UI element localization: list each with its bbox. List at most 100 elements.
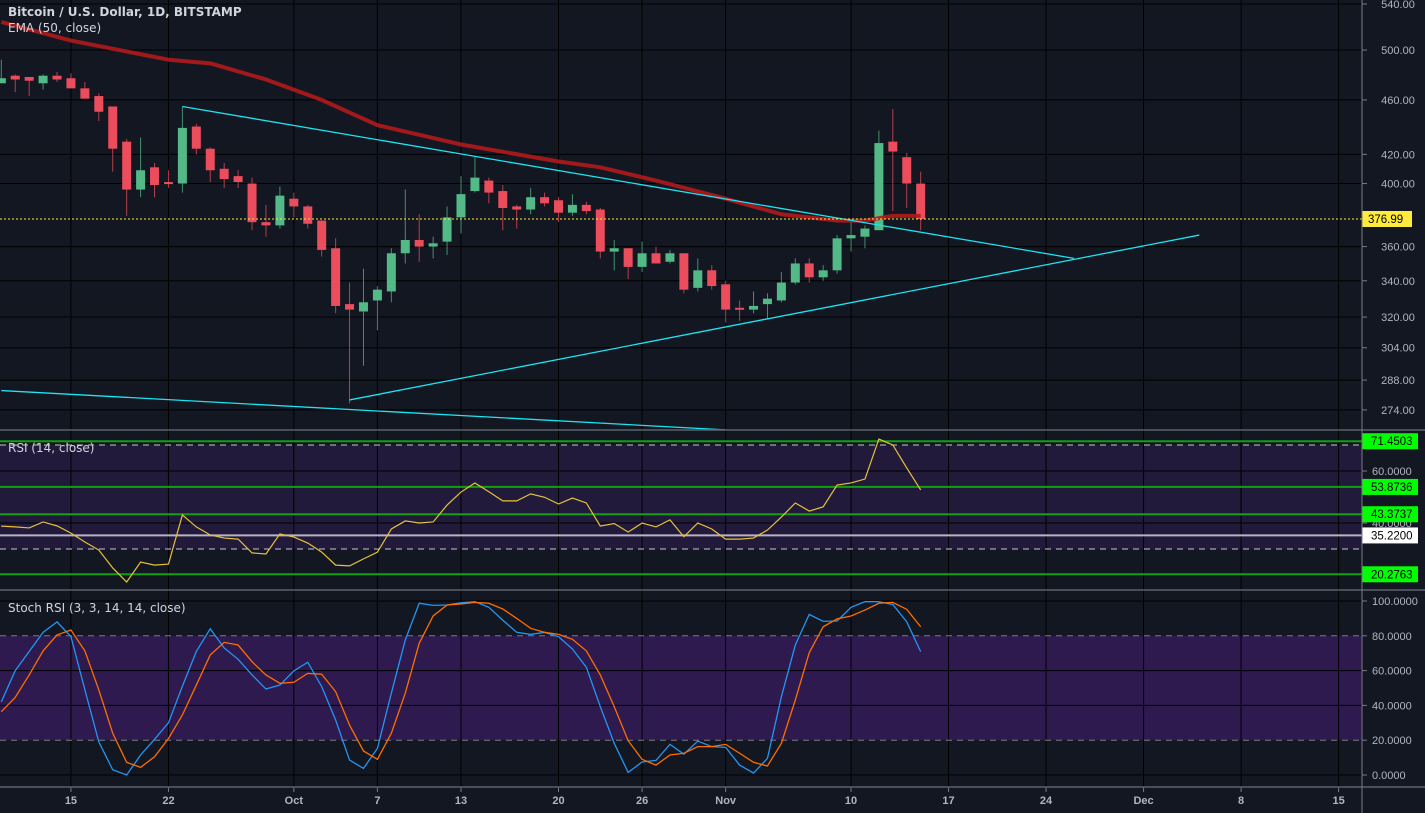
candle-body xyxy=(261,222,271,226)
rsi-level-label: 20.2763 xyxy=(1371,569,1413,581)
candle-body xyxy=(358,302,368,312)
candle xyxy=(721,280,731,323)
rsi-level-badge xyxy=(1362,433,1418,450)
time-label: 15 xyxy=(65,795,77,807)
candle xyxy=(38,74,48,90)
candle xyxy=(484,177,494,204)
stoch-band xyxy=(0,635,1362,741)
candle xyxy=(303,204,313,229)
candle-body xyxy=(804,263,814,278)
candle-body xyxy=(651,253,661,264)
candle xyxy=(136,137,146,198)
candle xyxy=(400,189,410,264)
candle xyxy=(776,272,786,303)
candle-body xyxy=(303,206,313,224)
candle xyxy=(219,162,229,189)
candle-body xyxy=(679,253,689,290)
time-label: Dec xyxy=(1133,795,1153,807)
candle xyxy=(916,171,926,231)
candle xyxy=(108,106,118,172)
candle xyxy=(679,253,689,294)
time-label: 10 xyxy=(845,795,857,807)
candle-body xyxy=(38,75,48,84)
candle xyxy=(122,138,132,216)
candle xyxy=(554,197,563,223)
candle xyxy=(247,177,257,231)
candle xyxy=(372,286,382,331)
candle-body xyxy=(191,126,201,149)
candle xyxy=(832,235,842,274)
candle xyxy=(66,73,76,89)
candle xyxy=(456,176,466,234)
candle-body xyxy=(289,198,299,207)
candle-body xyxy=(609,248,619,252)
candle-body xyxy=(163,182,173,185)
candle-body xyxy=(567,204,577,213)
candle xyxy=(581,201,591,215)
candle-body xyxy=(595,209,605,252)
candle-body xyxy=(818,270,828,278)
rsi-level-label: 43.3737 xyxy=(1371,509,1413,521)
candle-body xyxy=(414,239,424,247)
candle xyxy=(818,265,828,281)
candle xyxy=(874,130,884,231)
candle xyxy=(707,265,717,290)
candle xyxy=(163,170,173,189)
stoch-axis-label: 60.0000 xyxy=(1372,666,1412,678)
candle-body xyxy=(540,197,550,204)
candle-body xyxy=(832,238,842,271)
candle xyxy=(0,59,6,84)
candle-body xyxy=(902,157,912,184)
candle-body xyxy=(122,141,132,190)
candle xyxy=(386,248,396,303)
candle xyxy=(749,291,759,314)
trendline xyxy=(182,105,1075,259)
candle xyxy=(512,204,522,229)
stoch-axis-label: 40.0000 xyxy=(1372,700,1412,712)
price-label: 304.00 xyxy=(1381,343,1415,355)
candle xyxy=(205,147,215,183)
rsi-level-label: 71.4503 xyxy=(1371,436,1413,448)
price-label: 460.00 xyxy=(1381,95,1415,107)
candle-body xyxy=(177,127,187,184)
candle-body xyxy=(10,75,20,80)
last-price-label: 376.99 xyxy=(1368,214,1403,226)
candle xyxy=(902,152,912,208)
candle-body xyxy=(275,195,285,226)
candle xyxy=(526,188,536,215)
candle xyxy=(609,239,619,271)
candle-body xyxy=(762,298,772,305)
candle-body xyxy=(442,217,452,242)
candle xyxy=(637,241,647,273)
candle-body xyxy=(874,143,884,231)
candle-body xyxy=(484,180,494,193)
candle xyxy=(567,194,577,216)
candle xyxy=(693,258,703,292)
candle xyxy=(10,74,20,93)
stoch-axis-label: 20.0000 xyxy=(1372,735,1412,747)
price-label: 400.00 xyxy=(1381,179,1415,191)
candle xyxy=(804,258,814,283)
candle-body xyxy=(205,148,215,171)
time-label: 17 xyxy=(942,795,954,807)
candle xyxy=(191,123,201,155)
candle xyxy=(860,225,870,249)
candle-body xyxy=(512,206,522,210)
candle-body xyxy=(846,235,856,239)
candle xyxy=(414,214,424,262)
candle xyxy=(289,192,299,218)
candle-body xyxy=(150,167,160,186)
ema-line xyxy=(0,20,921,223)
candle-body xyxy=(526,197,536,210)
candle-body xyxy=(916,183,926,219)
candle-body xyxy=(219,168,229,180)
candle xyxy=(651,246,661,264)
candle-body xyxy=(776,282,786,301)
stoch-axis-label: 0.0000 xyxy=(1372,770,1406,782)
candle-body xyxy=(331,248,341,306)
price-label: 360.00 xyxy=(1381,242,1415,254)
price-label: 420.00 xyxy=(1381,149,1415,161)
rsi-level-badge xyxy=(1362,527,1418,544)
price-label: 540.00 xyxy=(1381,0,1415,11)
